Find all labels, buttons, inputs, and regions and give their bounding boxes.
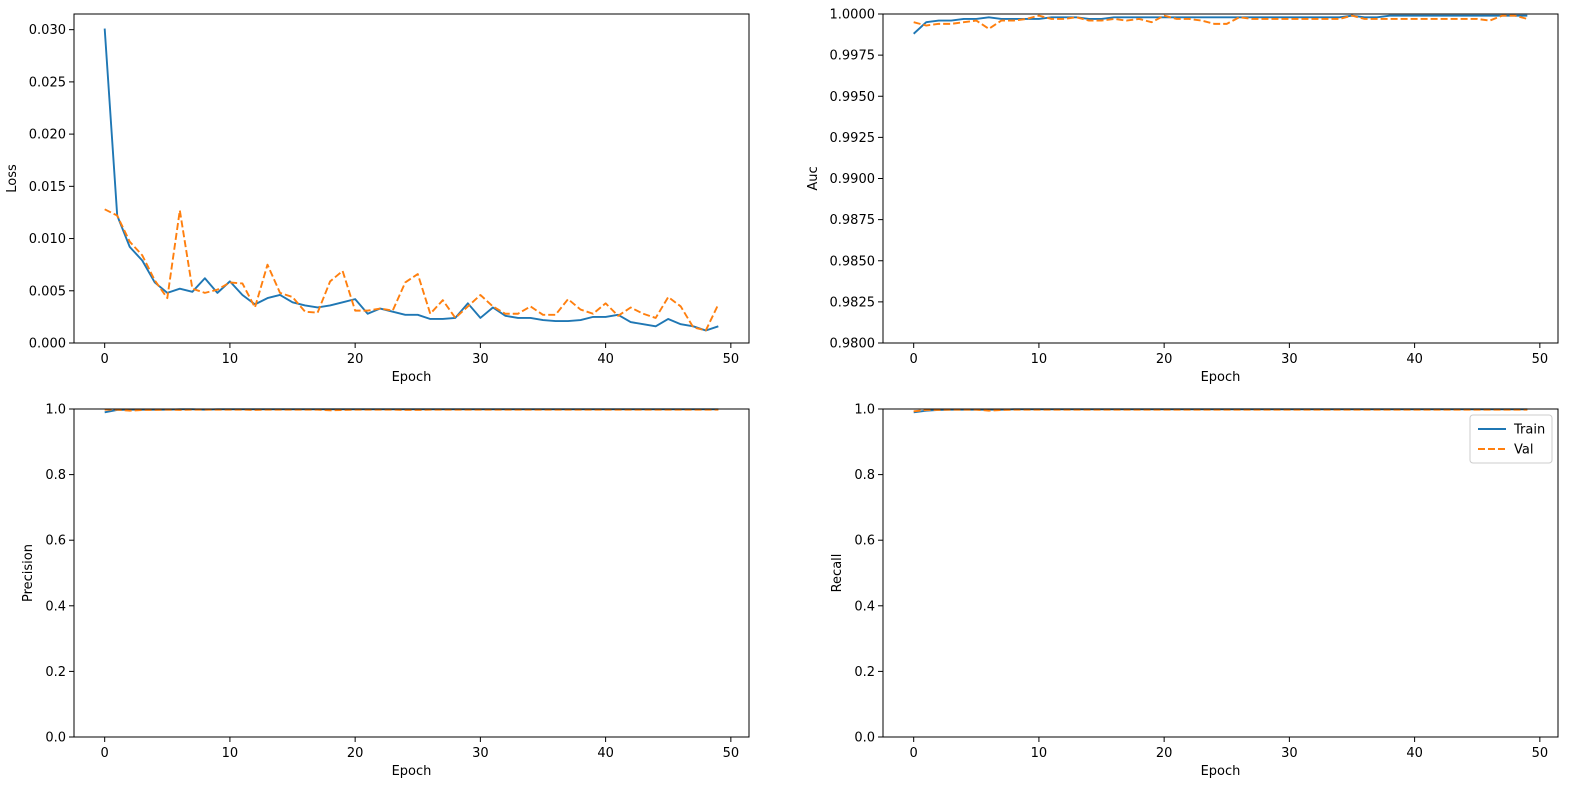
auc-y-tick-label: 0.9900 xyxy=(830,172,876,187)
auc-val-line xyxy=(913,14,1528,30)
loss-y-tick-label: 0.005 xyxy=(29,284,66,299)
precision-subplot: 0 10 20 30 40 50 0.0 0.2 0.4 0.6 0.8 1.0 Epoch Precis… xyxy=(21,403,750,779)
precision-val-line xyxy=(104,408,719,412)
recall-x-tick-label: 50 xyxy=(1532,746,1549,761)
recall-val-line xyxy=(913,408,1528,413)
recall-y-tick-label: 0.8 xyxy=(854,468,875,483)
recall-x-tick-label: 20 xyxy=(1156,746,1173,761)
auc-y-axis-label: Auc xyxy=(806,166,821,190)
loss-x-axis-label: Epoch xyxy=(392,370,432,385)
precision-y-tick-label: 0.0 xyxy=(45,731,66,746)
auc-y-tick-label: 0.9950 xyxy=(830,90,876,105)
loss-y-tick-label: 0.020 xyxy=(29,128,66,143)
precision-x-tick-label: 50 xyxy=(723,746,740,761)
precision-x-tick-label: 30 xyxy=(472,746,489,761)
recall-subplot: 0 10 20 30 40 50 0.0 0.2 0.4 0.6 0.8 1.0 Epoch Recall… xyxy=(830,403,1559,779)
auc-subplot: 0 10 20 30 40 50 0.9800 0.9825 0.9850 0.9875 0.990… xyxy=(806,8,1559,385)
loss-y-axis-label: Loss xyxy=(5,164,20,193)
precision-y-tick-label: 0.8 xyxy=(45,468,66,483)
auc-x-tick-label: 20 xyxy=(1156,352,1173,367)
recall-legend-box xyxy=(1469,414,1553,464)
recall-y-tick-label: 1.0 xyxy=(854,403,875,418)
loss-y-tick-label: 0.010 xyxy=(29,232,66,247)
auc-x-axis-label: Epoch xyxy=(1201,370,1241,385)
loss-x-tick-label: 10 xyxy=(222,352,239,367)
recall-x-tick-label: 0 xyxy=(910,746,918,761)
precision-x-tick-label: 20 xyxy=(347,746,364,761)
recall-legend-train-label: Train xyxy=(1513,423,1545,438)
recall-x-tick-label: 10 xyxy=(1031,746,1048,761)
recall-axes-frame xyxy=(882,408,1559,738)
auc-x-tick-label: 0 xyxy=(910,352,918,367)
loss-y-tick-label: 0.015 xyxy=(29,180,66,195)
recall-y-tick-label: 0.6 xyxy=(854,534,875,549)
auc-y-tick-label: 0.9975 xyxy=(830,49,876,64)
recall-legend: Train Val xyxy=(1469,414,1553,464)
auc-y-tick-label: 1.0000 xyxy=(830,8,876,23)
auc-x-tick-label: 50 xyxy=(1532,352,1549,367)
precision-axes-frame xyxy=(73,408,750,738)
loss-x-tick-label: 40 xyxy=(597,352,614,367)
recall-y-tick-label: 0.2 xyxy=(854,665,875,680)
auc-x-tick-label: 10 xyxy=(1031,352,1048,367)
recall-y-tick-label: 0.4 xyxy=(854,599,875,614)
loss-train-line xyxy=(103,28,719,332)
recall-x-axis-label: Epoch xyxy=(1201,764,1241,779)
auc-y-tick-label: 0.9875 xyxy=(830,213,876,228)
precision-y-tick-label: 1.0 xyxy=(45,403,66,418)
loss-x-tick-label: 50 xyxy=(723,352,740,367)
loss-val-line xyxy=(104,208,720,332)
recall-x-tick-label: 30 xyxy=(1281,746,1298,761)
precision-y-tick-label: 0.2 xyxy=(45,665,66,680)
recall-legend-val-label: Val xyxy=(1514,443,1533,458)
recall-x-tick-label: 40 xyxy=(1406,746,1423,761)
auc-y-tick-label: 0.9925 xyxy=(830,131,876,146)
precision-y-tick-label: 0.6 xyxy=(45,534,66,549)
precision-x-tick-label: 0 xyxy=(101,746,109,761)
auc-x-tick-label: 40 xyxy=(1406,352,1423,367)
loss-x-tick-label: 30 xyxy=(472,352,489,367)
loss-axes-frame xyxy=(73,13,750,344)
precision-y-axis-label: Precision xyxy=(21,544,36,602)
precision-x-tick-label: 10 xyxy=(222,746,239,761)
loss-subplot: 0 10 20 30 40 50 0.000 0.005 0.010 0.015 0.020 0.02… xyxy=(5,13,750,385)
auc-y-tick-label: 0.9850 xyxy=(830,254,876,269)
loss-y-tick-label: 0.025 xyxy=(29,75,66,90)
loss-y-tick-label: 0.000 xyxy=(29,337,66,352)
auc-y-tick-label: 0.9825 xyxy=(830,295,876,310)
auc-y-tick-label: 0.9800 xyxy=(830,337,876,352)
loss-y-tick-label: 0.030 xyxy=(29,23,66,38)
auc-x-tick-label: 30 xyxy=(1281,352,1298,367)
loss-x-tick-label: 0 xyxy=(101,352,109,367)
precision-y-tick-label: 0.4 xyxy=(45,599,66,614)
precision-x-axis-label: Epoch xyxy=(392,764,432,779)
recall-y-tick-label: 0.0 xyxy=(854,731,875,746)
auc-train-line xyxy=(913,14,1528,35)
precision-x-tick-label: 40 xyxy=(597,746,614,761)
loss-x-tick-label: 20 xyxy=(347,352,364,367)
recall-y-axis-label: Recall xyxy=(830,554,845,593)
